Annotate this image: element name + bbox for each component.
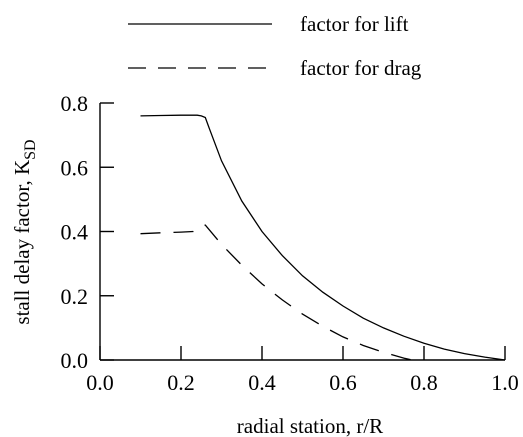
tick-labels: 0.0 0.2 0.4 0.6 0.8 1.0 0.0 0.2 0.4 0.6 0.8 bbox=[61, 91, 519, 395]
x-tick-label-1: 0.2 bbox=[167, 370, 195, 395]
x-tick-label-0: 0.0 bbox=[86, 370, 114, 395]
x-tick-label-2: 0.4 bbox=[248, 370, 276, 395]
series-line-lift bbox=[140, 114, 506, 361]
series-line-drag bbox=[140, 224, 413, 361]
x-tick-label-4: 0.8 bbox=[410, 370, 438, 395]
legend-label-lift: factor for lift bbox=[300, 12, 409, 36]
y-tick-label-4: 0.8 bbox=[61, 91, 89, 116]
y-axis-label-main: stall delay factor, K bbox=[10, 160, 34, 325]
x-tick-label-5: 1.0 bbox=[491, 370, 519, 395]
y-tick-label-0: 0.0 bbox=[61, 348, 89, 373]
ticks bbox=[99, 102, 506, 361]
x-axis-label: radial station, r/R bbox=[237, 414, 383, 437]
y-tick-label-3: 0.6 bbox=[61, 155, 89, 180]
axes bbox=[99, 103, 505, 361]
legend: factor for lift factor for drag bbox=[128, 12, 422, 80]
y-axis-label-subscript: SD bbox=[22, 139, 39, 159]
x-tick-label-3: 0.6 bbox=[329, 370, 357, 395]
y-tick-label-2: 0.4 bbox=[61, 220, 89, 245]
legend-label-drag: factor for drag bbox=[300, 56, 422, 80]
y-tick-label-1: 0.2 bbox=[61, 284, 89, 309]
series-layer bbox=[140, 114, 506, 361]
y-axis-label: stall delay factor, KSD bbox=[10, 139, 39, 324]
